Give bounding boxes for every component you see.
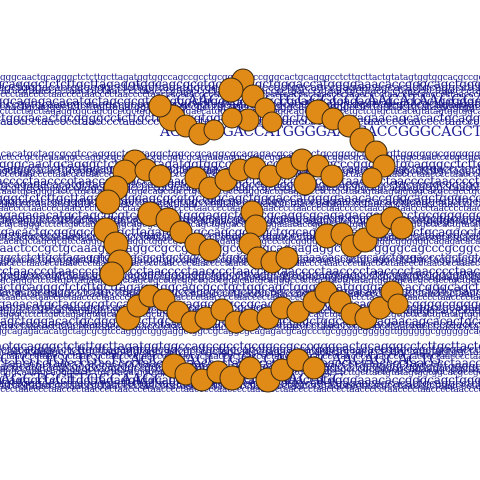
- sequence-line: gccaactcccgctgcaaaggccaggccgccgccgccgcgg…: [0, 153, 480, 164]
- sequence-line: ggcagagacacatgctagcgcgtccagggctgggaggctg…: [0, 207, 480, 222]
- nucleosome-bead: [320, 164, 344, 188]
- sequence-line: cctaacccctaacccctaacccctaacccctaacccctaa…: [0, 203, 480, 214]
- sequence-line: ggcagagacacatgctagcgcgtccagggctgggaggctg…: [0, 149, 480, 160]
- nucleosome-bead: [387, 293, 409, 315]
- sequence-line: gccaactcccgctgcaaaggccaggccgccgccgccgcgg…: [0, 182, 480, 194]
- nucleosome-bead: [221, 107, 243, 129]
- nucleosome-bead: [148, 94, 172, 118]
- sequence-line: ggcagagacacatgctagcgcgtccagggctgggaggctg…: [0, 178, 480, 192]
- sequence-line: caactgcagggctctcttgcttagaggtggcagcgcctgc…: [0, 220, 480, 231]
- sequence-line: ggcagagacacatgctagcgcgtccagggctgggaggctg…: [0, 267, 480, 281]
- nucleosome-bead: [198, 238, 222, 262]
- sequence-line: ccagctgggacactgcggggcctcttgcttagatggtggc…: [0, 284, 480, 298]
- nucleosome-bead: [95, 189, 121, 215]
- sequence-line: gggcaactgcagggctctcttgcttagatggtggccagcc…: [0, 216, 480, 228]
- sequence-line: ccagctgggacactgcggggcctcttgcttagatggtggc…: [0, 255, 480, 267]
- nucleosome-bead: [169, 220, 193, 244]
- sequence-line: CTGTTGCTGCTCAGCCAAGCTGCCCAGGCCAACAGCACTG: [0, 350, 441, 368]
- sequence-line: gccaactcccgctgcaaaggccaggccgccgccgccgcgg…: [0, 272, 480, 283]
- sequence-line: gggcaactgcagggctctcttgcttagatggtggccagcc…: [0, 276, 480, 287]
- sequence-line: gggcaactgcagggctctcttgcttagatggtggccagcc…: [0, 186, 480, 197]
- sequence-line: AGCTGGGACCATGGGGAAACACCGGGCAGCTGGGACCCTG…: [160, 124, 480, 140]
- nucleosome-bead: [275, 246, 299, 270]
- nucleosome-bead: [261, 111, 283, 133]
- sequence-line: ccagctgggacactgcggggcctcttgcttagatggtggc…: [0, 195, 480, 209]
- nucleosome-bead: [238, 356, 262, 380]
- nucleosome-bead: [390, 216, 414, 240]
- sequence-line: gggcaactgcagggctctcttgcttagatggtggccagcc…: [0, 305, 480, 317]
- nucleosome-bead: [218, 77, 244, 103]
- sequence-line: cctaacccctaacccctaacccctaacccctaacccctaa…: [0, 293, 480, 303]
- sequence-line: cctaacccctaacccctaacccctaacccctaacccctaa…: [0, 385, 480, 396]
- nucleosome-bead: [99, 261, 125, 287]
- nucleosome-bead: [361, 167, 383, 189]
- nucleosome-bead: [293, 172, 317, 196]
- sequence-line: ctaacccctaacccctaacccctaacccctaacccctaac…: [0, 199, 480, 211]
- sequence-line: gccaactcccgctgcaaaggccaggccgccgccgccgcgg…: [0, 301, 480, 315]
- sequence-line: ctaacccctaacccctaacccctaacccctaacccctaac…: [0, 228, 480, 242]
- sequence-line: gccaactcccgctgcaaaggccaggccgccgccgccgcgg…: [0, 98, 480, 112]
- nucleosome-bead: [302, 356, 326, 380]
- sequence-line: ctaacccctaacccctaacccctaacccctaacccctaac…: [0, 288, 480, 300]
- sequence-line: ctaacccctaacccctaacccctaacccctaacccctaac…: [0, 259, 480, 270]
- nucleosome-bead: [219, 365, 245, 391]
- sequence-line: gggcaactgcagggctctcttgcttagatggtggccagcc…: [0, 102, 480, 114]
- sequence-line: ggcagagacacatgctagcgcgtccagggctgggaggctg…: [0, 94, 480, 108]
- sequence-line: caactgcagggctctcttgcttagaggtggcagcgcctgc…: [0, 343, 480, 357]
- sequence-line: ccagctgggacactgcggggcctcttgcttagatggtggc…: [0, 347, 480, 359]
- sequence-line: caactgcagggctctcttgcttagaggtggcagcgcctgc…: [0, 251, 480, 264]
- sequence-line: ctaacccctaacccctaacccctaacccctaacccctaac…: [0, 351, 480, 362]
- sequence-line: gccaactcccgctgcaaaggccaggccgccgccgccgcgg…: [0, 212, 480, 225]
- nucleosome-bead: [148, 164, 172, 188]
- nucleosome-bead: [203, 119, 225, 141]
- sequence-line: caactgcagggctctcttgcttagaggtggcagcgcctgc…: [0, 280, 480, 295]
- sequence-line: gggcaactgcagggctctcttgcttagatggtggccagcc…: [0, 339, 480, 353]
